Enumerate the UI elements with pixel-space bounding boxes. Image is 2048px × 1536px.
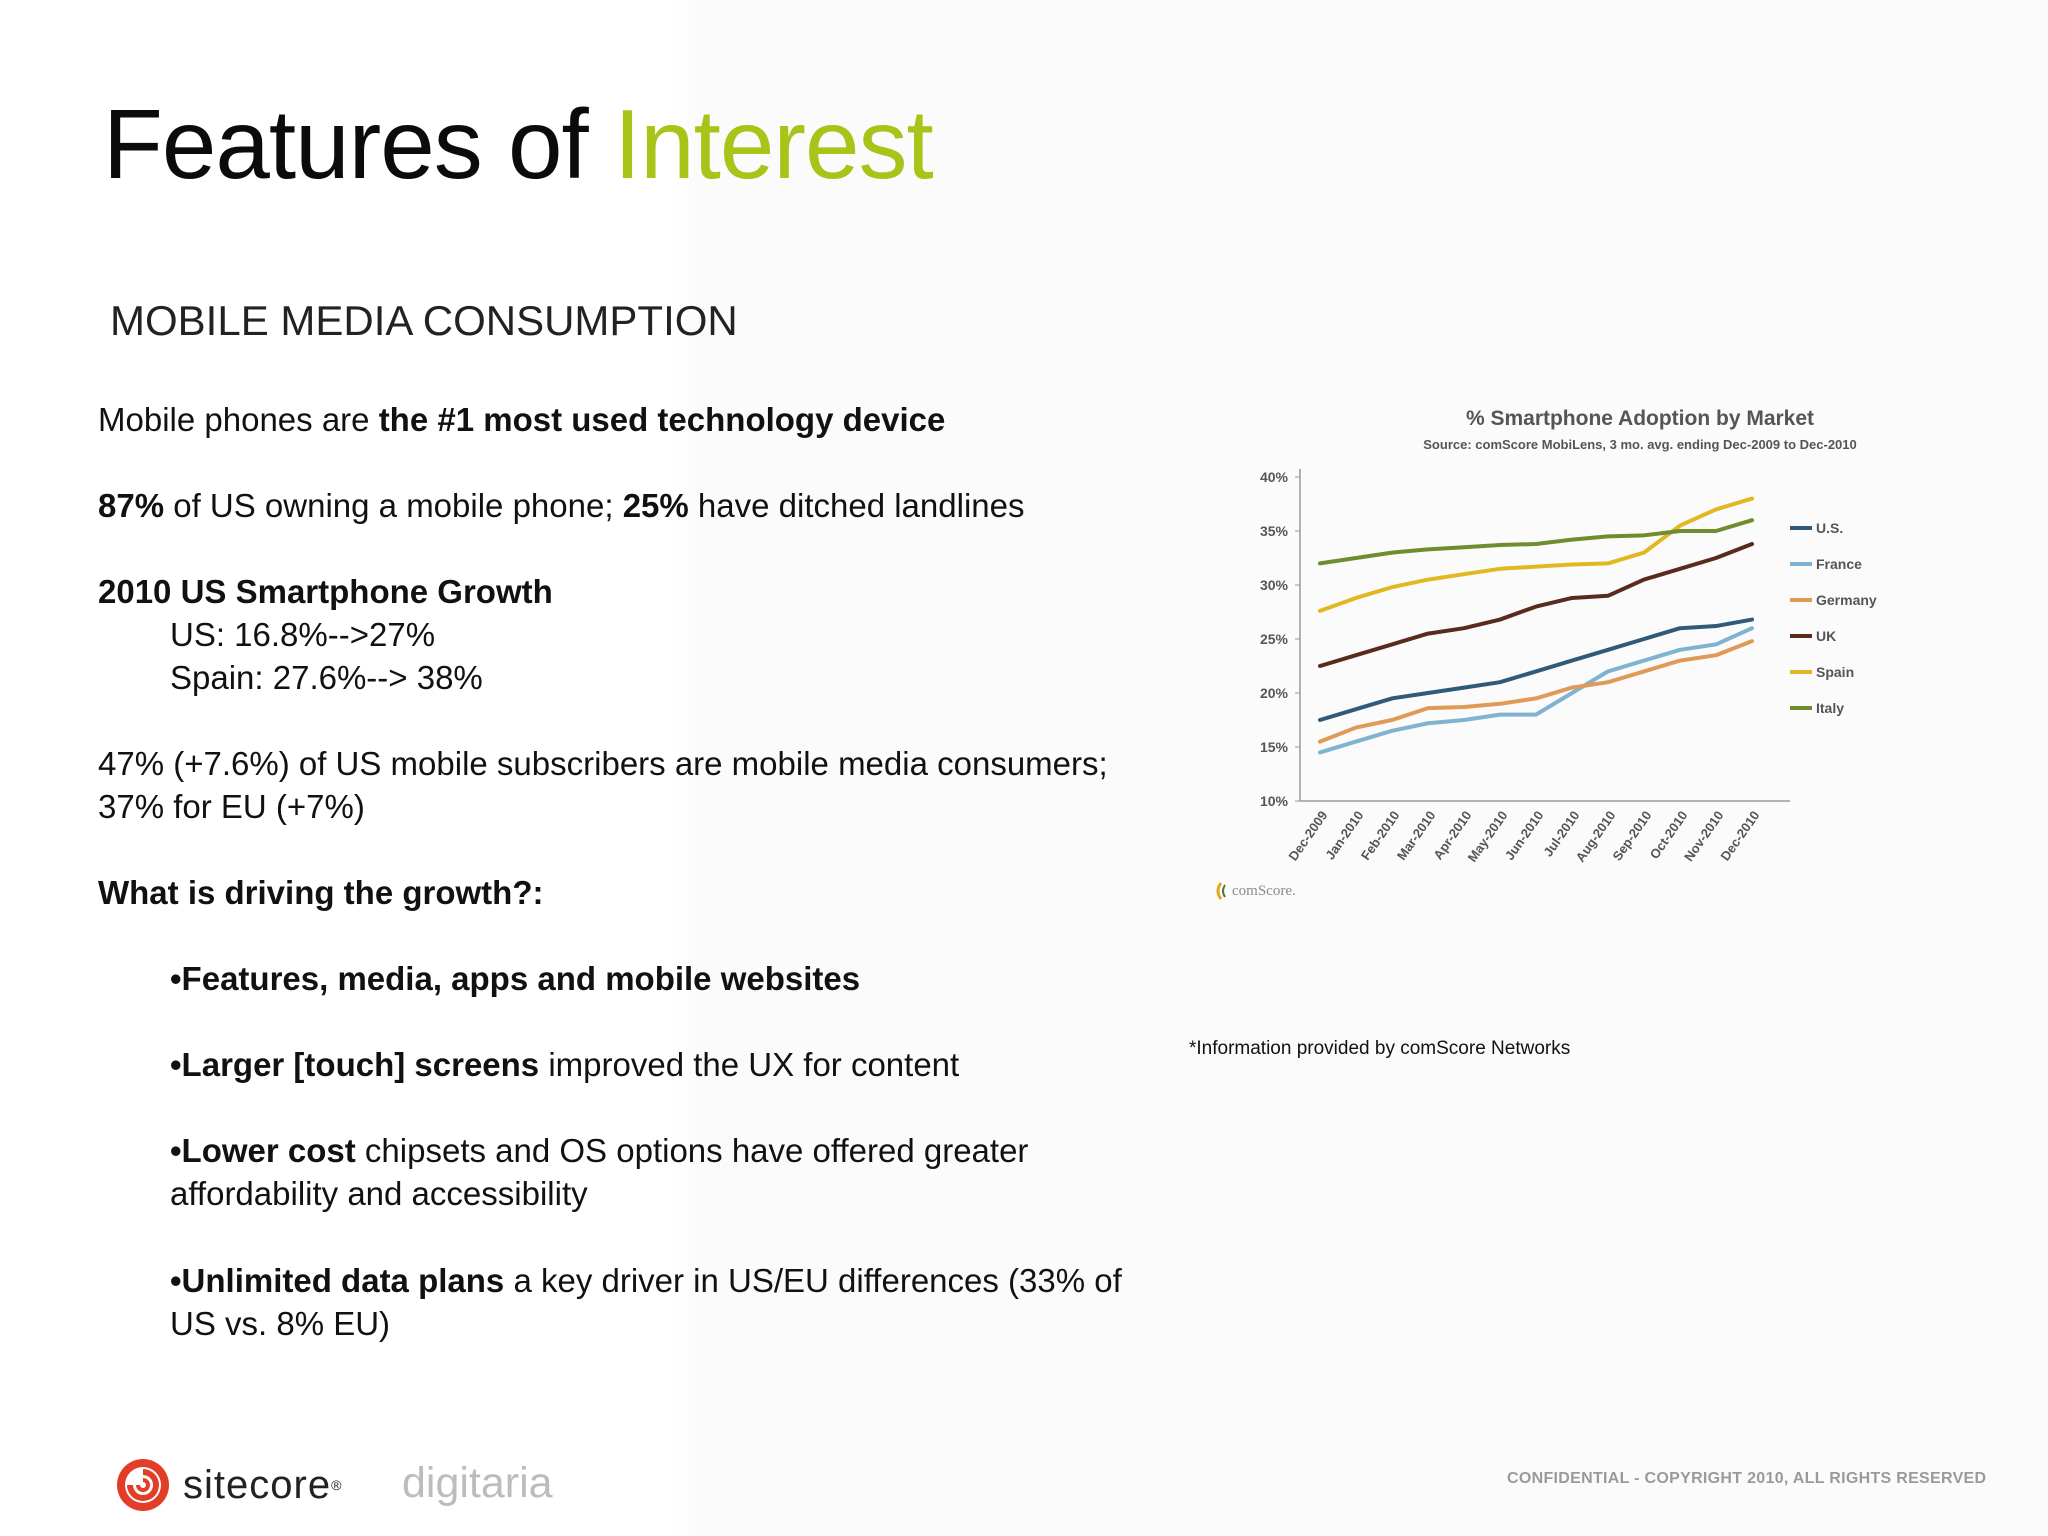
series-line-france	[1318, 626, 1754, 755]
bold-span: the #1 most used technology device	[378, 401, 946, 438]
bullet-data-plans: •Unlimited data plans a key driver in US…	[170, 1259, 1122, 1302]
bullet-features: •Features, media, apps and mobile websit…	[170, 957, 860, 1000]
series-line-spain	[1318, 496, 1754, 613]
text-span: have ditched landlines	[688, 487, 1025, 524]
text-span: chipsets and OS options have offered gre…	[355, 1132, 1029, 1169]
bullet-data-plans-line2: US vs. 8% EU)	[170, 1305, 391, 1342]
growth-spain: Spain: 27.6%--> 38%	[170, 659, 483, 696]
y-tick-label: 20%	[1260, 685, 1289, 701]
text-span: a key driver in US/EU differences (33% o…	[504, 1262, 1122, 1299]
source-note: *Information provided by comScore Networ…	[1189, 1038, 1571, 1059]
driving-heading: What is driving the growth?:	[98, 871, 543, 914]
legend-label: France	[1816, 556, 1862, 572]
sitecore-logo: sitecore ®	[115, 1455, 341, 1515]
series-line-italy	[1318, 518, 1754, 566]
series-line-us	[1318, 617, 1754, 722]
legend-label: Germany	[1816, 592, 1877, 608]
series-line-uk	[1318, 541, 1754, 668]
series-line-germany	[1318, 639, 1754, 744]
bold-span: •Larger [touch] screens	[170, 1046, 540, 1083]
chart-subtitle: Source: comScore MobiLens, 3 mo. avg. en…	[1423, 437, 1856, 452]
growth-us: US: 16.8%-->27%	[170, 616, 436, 653]
slide-title: Features of Interest	[103, 84, 934, 204]
bold-span: What is driving the growth?:	[98, 874, 544, 911]
y-tick-label: 30%	[1260, 577, 1289, 593]
comscore-logo-icon	[1216, 882, 1223, 900]
smartphone-adoption-chart: % Smartphone Adoption by Market Source: …	[1216, 407, 1877, 900]
y-tick-label: 10%	[1260, 793, 1289, 809]
legend-label: Italy	[1816, 700, 1844, 716]
text-span: Mobile phones are	[98, 401, 379, 438]
section-subtitle: MOBILE MEDIA CONSUMPTION	[110, 297, 738, 344]
bullet-cost-line2: affordability and accessibility	[170, 1175, 588, 1212]
comscore-logo: comScore.	[1216, 882, 1296, 900]
media-line-1: 47% (+7.6%) of US mobile subscribers are…	[98, 745, 1108, 782]
text-span: improved the UX for content	[539, 1046, 960, 1083]
comscore-logo-icon-arc	[1222, 884, 1226, 898]
title-main: Features of	[103, 89, 614, 199]
comscore-logo-text: comScore.	[1232, 883, 1296, 899]
bullet-screens: •Larger [touch] screens improved the UX …	[170, 1043, 959, 1086]
title-highlight: Interest	[613, 89, 934, 199]
bold-span: •Lower cost	[170, 1132, 356, 1169]
y-tick-label: 35%	[1260, 523, 1289, 539]
sitecore-logo-icon	[117, 1459, 169, 1511]
body-line-most-used: Mobile phones are the #1 most used techn…	[98, 398, 945, 441]
text-span: of US owning a mobile phone;	[164, 487, 623, 524]
digitaria-logo: digitaria	[402, 1459, 553, 1507]
legend-label: Spain	[1816, 664, 1854, 680]
legend-label: UK	[1816, 628, 1836, 644]
bold-span: 2010 US Smartphone Growth	[98, 573, 553, 610]
bold-span: 87%	[98, 487, 165, 524]
legend-label: U.S.	[1816, 520, 1843, 536]
bullet-cost: •Lower cost chipsets and OS options have…	[170, 1129, 1028, 1172]
trademark-mark: ®	[331, 1477, 342, 1493]
growth-heading: 2010 US Smartphone Growth	[98, 570, 553, 613]
bold-span: 25%	[622, 487, 689, 524]
bold-span: •Unlimited data plans	[170, 1262, 505, 1299]
sitecore-wordmark: sitecore	[183, 1462, 332, 1507]
y-tick-label: 40%	[1260, 469, 1289, 485]
y-tick-label: 25%	[1260, 631, 1289, 647]
body-line-ownership: 87% of US owning a mobile phone; 25% hav…	[98, 484, 1025, 527]
y-tick-label: 15%	[1260, 739, 1289, 755]
media-line-2: 37% for EU (+7%)	[98, 788, 365, 825]
bold-span: •Features, media, apps and mobile websit…	[170, 960, 861, 997]
chart-title: % Smartphone Adoption by Market	[1466, 407, 1814, 430]
copyright-notice: CONFIDENTIAL - COPYRIGHT 2010, ALL RIGHT…	[1507, 1470, 1987, 1487]
